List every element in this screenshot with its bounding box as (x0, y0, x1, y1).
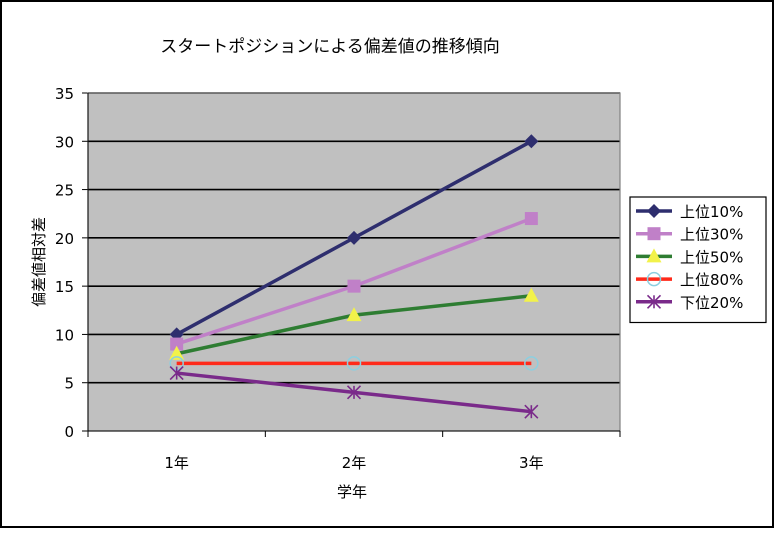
plot-area: 0 5 10 15 20 25 30 35 1年 2年 3年 (55, 85, 621, 472)
plot-background (88, 93, 620, 431)
y-axis-label: 偏差値相対差 (30, 217, 48, 307)
y-tick-label: 15 (55, 278, 74, 296)
y-tick-label: 30 (55, 133, 74, 151)
data-point-series-2 (347, 279, 361, 293)
data-point-series-3 (169, 345, 185, 360)
data-point-series-3 (346, 307, 362, 322)
y-tick-label: 10 (55, 326, 74, 344)
y-tick-label: 35 (55, 85, 74, 103)
x-tick-label: 3年 (519, 454, 544, 472)
data-point-series-4 (524, 356, 539, 371)
y-tick-label: 5 (64, 375, 74, 393)
chart-title: スタートポジションによる偏差値の推移傾向 (160, 37, 500, 57)
data-point-series-3 (523, 287, 539, 302)
data-point-series-5 (169, 365, 184, 381)
legend: 上位10% 上位30% 上位50% 上位80% 下位20% (629, 196, 767, 324)
data-point-series-2 (170, 337, 184, 351)
legend-marker-4 (646, 271, 662, 287)
data-point-series-5 (346, 385, 362, 400)
legend-marker-5 (646, 294, 662, 309)
y-tick-label: 20 (55, 230, 74, 248)
x-tick-label: 2年 (342, 454, 367, 472)
legend-label-5: 下位20% (680, 294, 743, 312)
y-tick-label: 25 (55, 182, 74, 200)
legend-marker-2 (647, 227, 661, 241)
y-tick-label: 0 (64, 423, 74, 441)
x-axis-label: 学年 (337, 483, 367, 501)
data-point-series-2 (524, 212, 538, 226)
legend-label-3: 上位50% (680, 248, 743, 266)
data-point-series-1 (524, 134, 539, 149)
data-point-series-4 (346, 356, 362, 371)
data-point-series-1 (347, 230, 361, 245)
data-point-series-5 (524, 404, 539, 419)
legend-marker-3 (646, 248, 662, 263)
legend-label-2: 上位30% (680, 226, 743, 244)
x-tick-label: 1年 (164, 454, 189, 472)
legend-marker-1 (647, 204, 661, 218)
legend-label-4: 上位80% (680, 271, 743, 289)
legend-label-1: 上位10% (680, 203, 743, 221)
